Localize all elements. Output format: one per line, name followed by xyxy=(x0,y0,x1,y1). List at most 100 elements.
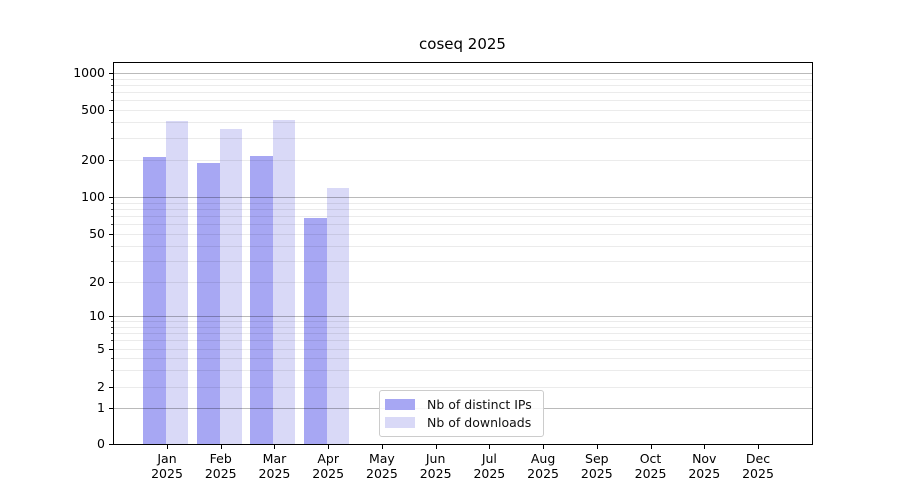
x-tick-year: 2025 xyxy=(527,466,559,481)
y-tick xyxy=(109,282,113,283)
y-tick-label: 1 xyxy=(97,400,105,415)
x-tick-year: 2025 xyxy=(151,466,183,481)
minor-gridline xyxy=(113,122,812,124)
minor-gridline xyxy=(113,100,812,102)
x-tick-year: 2025 xyxy=(742,466,774,481)
x-tick-month: Aug xyxy=(530,451,556,466)
y-tick xyxy=(109,444,113,445)
y-tick-label: 0 xyxy=(97,436,105,451)
x-tick-label-may: May 2025 xyxy=(350,451,414,481)
x-tick xyxy=(274,445,276,449)
x-tick-year: 2025 xyxy=(366,466,398,481)
x-tick-year: 2025 xyxy=(473,466,506,481)
x-tick-month: Sep xyxy=(585,451,609,466)
x-tick-month: Jan xyxy=(157,451,177,466)
x-tick-label-jul: Jul 2025 xyxy=(457,451,521,481)
y-tick xyxy=(109,197,113,198)
bar-downloads-mar xyxy=(273,120,296,444)
x-tick-label-sep: Sep 2025 xyxy=(565,451,629,481)
x-tick-year: 2025 xyxy=(580,466,613,481)
y-minor-tick xyxy=(111,92,113,94)
legend-item-downloads: Nb of downloads xyxy=(385,415,535,430)
minor-gridline xyxy=(113,321,812,323)
y-tick xyxy=(109,408,113,409)
y-tick-label: 500 xyxy=(81,102,105,117)
y-minor-tick xyxy=(111,122,113,124)
bar-distinct-ips-apr xyxy=(304,217,328,444)
x-tick xyxy=(596,445,598,449)
x-tick-year: 2025 xyxy=(312,466,345,481)
x-tick-month: May xyxy=(368,451,395,466)
x-tick-label-jan: Jan 2025 xyxy=(135,451,199,481)
x-tick-month: Feb xyxy=(209,451,232,466)
minor-gridline xyxy=(113,370,812,372)
y-minor-tick xyxy=(111,100,113,102)
minor-gridline xyxy=(113,282,812,283)
y-tick-label: 100 xyxy=(81,189,105,204)
x-tick xyxy=(435,445,437,449)
minor-gridline xyxy=(113,216,812,218)
minor-gridline xyxy=(113,349,812,350)
x-tick-label-aug: Aug 2025 xyxy=(511,451,575,481)
y-minor-tick xyxy=(111,370,113,372)
legend-label-distinct-ips: Nb of distinct IPs xyxy=(427,397,532,412)
x-tick-label-mar: Mar 2025 xyxy=(242,451,306,481)
legend-label-downloads: Nb of downloads xyxy=(427,415,532,430)
y-tick xyxy=(109,316,113,317)
bar-distinct-ips-feb xyxy=(196,162,220,444)
y-minor-tick xyxy=(111,358,113,360)
y-minor-tick xyxy=(111,216,113,218)
x-tick-month: Jul xyxy=(481,451,497,466)
x-tick-month: Dec xyxy=(745,451,771,466)
minor-gridline xyxy=(113,202,812,204)
y-minor-tick xyxy=(111,260,113,262)
minor-gridline xyxy=(113,234,812,235)
y-minor-tick xyxy=(111,137,113,139)
x-tick-label-dec: Dec 2025 xyxy=(726,451,790,481)
legend: Nb of distinct IPs Nb of downloads xyxy=(379,390,544,437)
x-tick xyxy=(328,445,330,449)
y-minor-tick xyxy=(111,202,113,204)
minor-gridline xyxy=(113,326,812,328)
y-tick-label: 1000 xyxy=(73,65,105,80)
y-minor-tick xyxy=(111,78,113,80)
x-tick-year: 2025 xyxy=(419,466,452,481)
bar-downloads-feb xyxy=(219,128,242,444)
chart-title: coseq 2025 xyxy=(419,35,506,53)
y-tick xyxy=(109,387,113,388)
y-tick-label: 50 xyxy=(89,226,105,241)
y-minor-tick xyxy=(111,321,113,323)
y-minor-tick xyxy=(111,326,113,328)
x-tick-label-apr: Apr 2025 xyxy=(296,451,360,481)
minor-gridline xyxy=(113,260,812,262)
minor-gridline xyxy=(113,208,812,210)
y-minor-tick xyxy=(111,340,113,342)
y-minor-tick xyxy=(111,208,113,210)
x-tick-label-oct: Oct 2025 xyxy=(619,451,683,481)
x-tick-month: Mar xyxy=(262,451,287,466)
legend-swatch-downloads-icon xyxy=(385,417,415,428)
minor-gridline xyxy=(113,358,812,360)
x-tick-label-nov: Nov 2025 xyxy=(672,451,736,481)
major-gridline xyxy=(113,316,812,317)
legend-swatch-distinct-ips-icon xyxy=(385,399,415,410)
x-tick-month: Jun xyxy=(425,451,446,466)
minor-gridline xyxy=(113,160,812,161)
x-tick xyxy=(167,445,168,449)
minor-gridline xyxy=(113,340,812,342)
minor-gridline xyxy=(113,92,812,94)
bar-distinct-ips-mar xyxy=(250,156,274,444)
x-tick-label-feb: Feb 2025 xyxy=(189,451,253,481)
y-tick xyxy=(109,234,113,235)
x-tick xyxy=(543,445,545,449)
y-tick-label: 200 xyxy=(81,152,105,167)
minor-gridline xyxy=(113,78,812,80)
y-tick xyxy=(109,73,113,74)
x-tick xyxy=(758,445,759,449)
bar-downloads-apr xyxy=(327,188,350,444)
major-gridline xyxy=(113,73,812,74)
x-tick-year: 2025 xyxy=(688,466,721,481)
x-tick xyxy=(381,445,383,449)
x-tick-month: Oct xyxy=(639,451,662,466)
bar-distinct-ips-jan xyxy=(143,157,166,444)
